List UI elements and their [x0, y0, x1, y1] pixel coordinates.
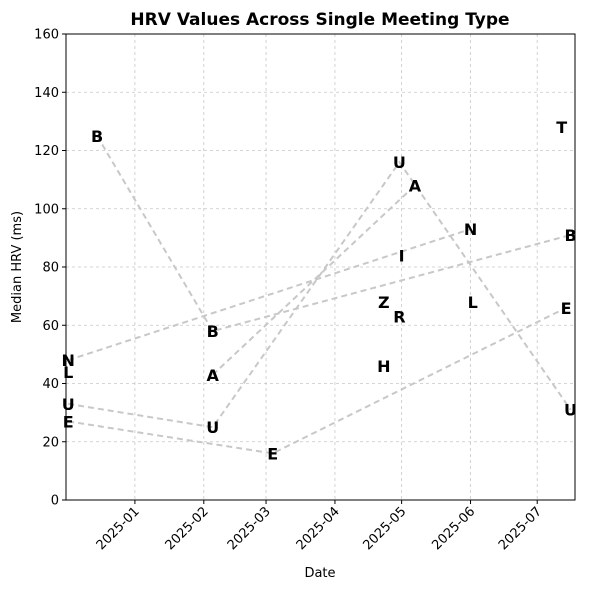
data-point-label: B: [91, 127, 103, 146]
x-tick-label: 2025-05: [360, 504, 409, 553]
series-line-u: [68, 160, 572, 429]
x-tick-label: 2025-02: [163, 504, 212, 553]
x-tick-label: 2025-07: [496, 504, 545, 553]
x-tick-label: 2025-06: [429, 504, 478, 553]
data-point-label: I: [399, 246, 405, 265]
data-point-label: H: [377, 357, 390, 376]
y-tick-label: 40: [42, 377, 59, 392]
data-point-label: R: [393, 308, 405, 327]
data-point-label: N: [464, 220, 477, 239]
series-line-a: [212, 184, 416, 376]
x-axis-label: Date: [304, 566, 335, 581]
data-point-label: T: [556, 118, 567, 137]
data-point-label: E: [63, 412, 74, 431]
y-tick-label: 160: [34, 28, 59, 43]
data-point-label: U: [393, 153, 406, 172]
x-tick-label: 2025-01: [94, 504, 143, 553]
y-tick-label: 80: [42, 261, 59, 276]
chart-title: HRV Values Across Single Meeting Type: [130, 10, 509, 30]
data-point-label: E: [267, 444, 278, 463]
y-tick-label: 100: [34, 202, 59, 217]
data-point-label: U: [206, 418, 219, 437]
series-line-e: [68, 306, 567, 455]
y-tick-label: 120: [34, 144, 59, 159]
y-tick-label: 0: [51, 494, 59, 509]
y-tick-label: 60: [42, 319, 59, 334]
x-tick-label: 2025-03: [225, 504, 274, 553]
y-tick-label: 20: [42, 435, 59, 450]
x-tick-label: 2025-04: [294, 504, 343, 553]
data-point-label: Z: [378, 293, 390, 312]
series-line-n: [67, 228, 471, 362]
axis-ticks: 0 20 40 60 80 100 120 140 160 2025-01 2025-02 2025-…: [34, 28, 545, 554]
data-point-label: U: [62, 395, 75, 414]
data-point-label: U: [564, 401, 577, 420]
data-point-label: L: [63, 363, 73, 382]
data-point-label: A: [207, 366, 220, 385]
plot-frame: [65, 33, 576, 501]
data-point-label: L: [468, 293, 478, 312]
y-tick-label: 140: [34, 86, 59, 101]
data-point-label: A: [409, 176, 422, 195]
data-point-label: E: [561, 299, 572, 318]
data-point-label: B: [564, 226, 576, 245]
series-line-b: [96, 135, 571, 333]
data-point-label: B: [207, 322, 219, 341]
series-lines: [67, 135, 572, 455]
data-point-label: N: [62, 351, 75, 370]
y-axis-label: Median HRV (ms): [10, 211, 25, 323]
